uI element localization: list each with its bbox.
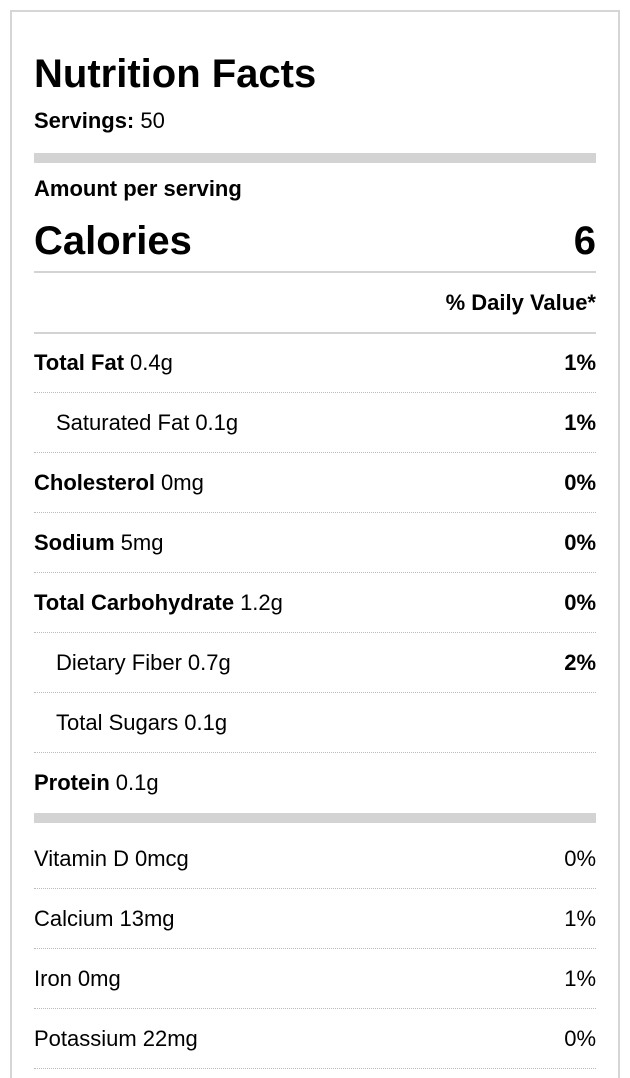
nutrient-name: Total Sugars (56, 710, 179, 735)
amount-per-serving: Amount per serving (34, 176, 242, 201)
daily-value: 0% (564, 590, 596, 615)
nutrient-row: Dietary Fiber 0.7g 2% (34, 633, 596, 693)
nutrient-text: Iron 0mg (34, 949, 121, 1008)
nutrient-text: Dietary Fiber 0.7g (34, 633, 231, 692)
nutrient-amount: 22mg (142, 1026, 198, 1051)
thick-divider (34, 153, 596, 163)
nutrient-amount: 0mg (161, 470, 204, 495)
nutrient-amount: 0.1g (115, 770, 159, 795)
daily-value: 1% (564, 350, 596, 375)
nutrient-name: Iron (34, 966, 72, 991)
nutrient-name: Saturated Fat (56, 410, 190, 435)
nutrient-row: Cholesterol 0mg 0% (34, 453, 596, 513)
divider (34, 271, 596, 273)
nutrient-amount: 1.2g (240, 590, 283, 615)
daily-value-header: % Daily Value* (445, 290, 596, 315)
nutrient-text: Potassium 22mg (34, 1009, 198, 1068)
nutrient-amount: 0.1g (184, 710, 228, 735)
nutrient-name: Total Carbohydrate (34, 590, 235, 615)
nutrient-name: Cholesterol (34, 470, 156, 495)
nutrient-text: Vitamin D 0mcg (34, 829, 189, 888)
nutrient-amount: 0.7g (187, 650, 231, 675)
nutrient-amount: 13mg (119, 906, 175, 931)
nutrient-row: Calcium 13mg 1% (34, 889, 596, 949)
nutrient-row: Total Carbohydrate 1.2g 0% (34, 573, 596, 633)
nutrient-name: Total Fat (34, 350, 125, 375)
daily-value: 0% (564, 846, 596, 871)
nutrient-text: Saturated Fat 0.1g (34, 393, 238, 452)
nutrient-row: Iron 0mg 1% (34, 949, 596, 1009)
calories-value: 6 (573, 219, 596, 263)
nutrient-text: Calcium 13mg (34, 889, 175, 948)
nutrient-name: Calcium (34, 906, 114, 931)
nutrient-amount: 0mcg (134, 846, 189, 871)
nutrient-name: Potassium (34, 1026, 137, 1051)
servings: Servings: 50 (34, 108, 596, 134)
nutrition-label: Nutrition Facts Servings: 50 Amount per … (10, 10, 620, 1078)
nutrient-text: Total Fat 0.4g (34, 333, 173, 392)
daily-value: 0% (564, 470, 596, 495)
nutrient-list: Total Fat 0.4g 1% Saturated Fat 0.1g 1% Choles… (34, 333, 596, 813)
daily-value: 2% (564, 650, 596, 675)
nutrient-name: Protein (34, 770, 110, 795)
nutrient-row: Vitamin D 0mcg 0% (34, 829, 596, 889)
daily-value: 1% (564, 410, 596, 435)
nutrient-row: Total Fat 0.4g 1% (34, 333, 596, 393)
nutrient-amount: 0.1g (195, 410, 239, 435)
title: Nutrition Facts (34, 52, 317, 96)
vitamin-list: Vitamin D 0mcg 0% Calcium 13mg 1% Iron 0mg 1% Pot… (34, 829, 596, 1069)
nutrient-amount: 0mg (77, 966, 121, 991)
nutrient-row: Total Sugars 0.1g (34, 693, 596, 753)
nutrient-text: Total Carbohydrate 1.2g (34, 573, 283, 632)
nutrient-name: Dietary Fiber (56, 650, 182, 675)
nutrient-row: Saturated Fat 0.1g 1% (34, 393, 596, 453)
calories-row: Calories 6 (34, 218, 596, 264)
daily-value: 1% (564, 906, 596, 931)
servings-label: Servings: (34, 108, 135, 133)
daily-value: 0% (564, 530, 596, 555)
nutrient-text: Total Sugars 0.1g (34, 693, 227, 752)
nutrient-row: Sodium 5mg 0% (34, 513, 596, 573)
divider (34, 332, 596, 334)
calories-label: Calories (34, 219, 192, 263)
nutrient-name: Sodium (34, 530, 115, 555)
thick-divider (34, 813, 596, 823)
nutrient-name: Vitamin D (34, 846, 129, 871)
servings-value: 50 (140, 108, 165, 133)
daily-value: 0% (564, 1026, 596, 1051)
daily-value: 1% (564, 966, 596, 991)
nutrient-row: Protein 0.1g (34, 753, 596, 813)
nutrient-row: Potassium 22mg 0% (34, 1009, 596, 1069)
nutrient-amount: 0.4g (130, 350, 173, 375)
nutrient-text: Protein 0.1g (34, 753, 159, 813)
nutrient-text: Sodium 5mg (34, 513, 163, 572)
nutrient-amount: 5mg (120, 530, 164, 555)
nutrient-text: Cholesterol 0mg (34, 453, 204, 512)
